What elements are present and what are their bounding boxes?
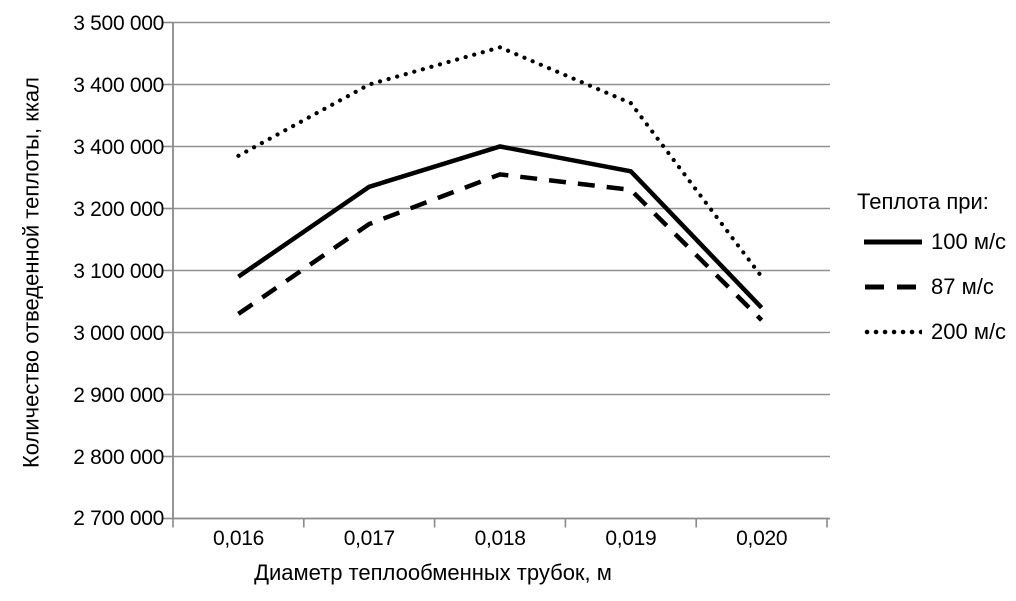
x-tick-label: 0,016: [212, 527, 265, 550]
x-axis-title: Диаметр теплообменных трубок, м: [254, 560, 612, 585]
y-axis-title: Количество отведенной теплоты, ккал: [18, 77, 44, 469]
legend-label: 100 м/с: [931, 229, 1007, 254]
y-tick-label: 3 100 000: [73, 260, 164, 283]
dashed-line-swatch-icon: [865, 284, 922, 290]
y-tick-label: 2 800 000: [73, 446, 164, 469]
y-tick-label: 3 000 000: [73, 322, 164, 345]
y-tick-label: 3 500 000: [73, 12, 164, 35]
series-line-dotted: [236, 45, 764, 279]
dotted-line-swatch-icon: [864, 329, 922, 335]
x-tick-label: 0,020: [736, 527, 788, 550]
legend-item-100ms: 100 м/с: [864, 229, 1006, 255]
legend-label: 87 м/с: [931, 274, 994, 299]
y-tick-label: 3 200 000: [73, 198, 164, 221]
y-tick-label: 2 900 000: [73, 384, 164, 407]
x-tick-label: 0,017: [343, 527, 395, 550]
y-tick-label: 2 700 000: [73, 507, 164, 530]
solid-line-swatch-icon: [864, 239, 922, 245]
legend-item-200ms: 200 м/с: [864, 319, 1006, 345]
y-tick-label: 3 400 000: [73, 136, 164, 159]
y-tick-label: 3 400 000: [73, 74, 164, 97]
legend-title: Теплота при:: [857, 189, 989, 214]
x-tick-label: 0,018: [474, 527, 526, 550]
legend-label: 200 м/с: [931, 319, 1007, 344]
legend-item-87ms: 87 м/с: [864, 274, 994, 300]
x-tick-label: 0,019: [605, 527, 657, 550]
series-line-solid: [237, 144, 764, 310]
series-line-dashed: [237, 172, 764, 322]
